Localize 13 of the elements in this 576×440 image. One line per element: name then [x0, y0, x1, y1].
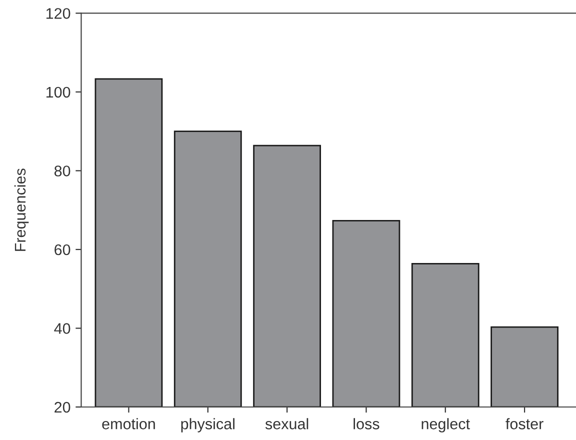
- x-tick-label: sexual: [265, 418, 308, 430]
- y-tick-label: 60: [54, 244, 70, 256]
- x-tick-label: physical: [181, 418, 234, 432]
- y-tick-label: 80: [54, 166, 70, 176]
- x-tick-label: foster: [506, 418, 544, 430]
- x-tick-label: loss: [354, 418, 380, 430]
- y-tick-label: 120: [46, 8, 70, 19]
- x-tick-label: neglect: [422, 418, 470, 432]
- y-tick-label: 20: [54, 402, 70, 413]
- y-tick-label: 40: [54, 323, 70, 334]
- y-tick-label: 100: [46, 86, 70, 98]
- x-tick-label: emotion: [102, 418, 155, 430]
- y-axis-title: Frequencies: [14, 168, 29, 251]
